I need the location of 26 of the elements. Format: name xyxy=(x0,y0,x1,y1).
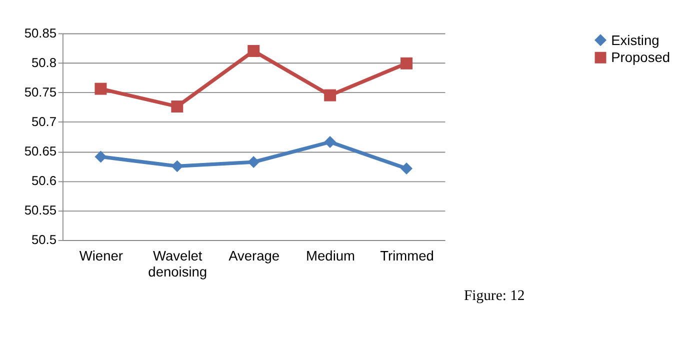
x-tick-label: Wiener xyxy=(79,248,124,264)
point xyxy=(171,160,184,172)
point xyxy=(400,162,413,175)
text: Figure: 12 xyxy=(464,288,525,304)
y-tick-label: 50.55 xyxy=(24,202,57,218)
x-tick-label: Average xyxy=(228,248,280,264)
y-tick-label: 50.65 xyxy=(24,144,57,159)
x-tick-label: Trimmed xyxy=(380,248,434,264)
point xyxy=(400,57,413,70)
y-tick-label: 50.5 xyxy=(31,232,57,248)
point xyxy=(248,45,260,57)
point xyxy=(94,82,107,95)
point xyxy=(324,136,336,148)
legend-label: Existing xyxy=(611,32,660,48)
point xyxy=(171,100,184,113)
x-tick-label: Medium xyxy=(306,248,356,264)
y-tick-label: 50.6 xyxy=(31,173,57,188)
y-tick-label: 50.75 xyxy=(24,84,57,100)
point xyxy=(94,150,107,163)
y-tick-label: 50.8 xyxy=(31,54,57,70)
x-tick-label: Wavelet denoising xyxy=(148,248,208,280)
y-tick-label: 50.7 xyxy=(31,114,57,130)
point xyxy=(324,89,336,102)
point xyxy=(248,156,260,168)
y-tick-label: 50.85 xyxy=(24,25,57,40)
legend-label: Proposed xyxy=(611,50,670,66)
